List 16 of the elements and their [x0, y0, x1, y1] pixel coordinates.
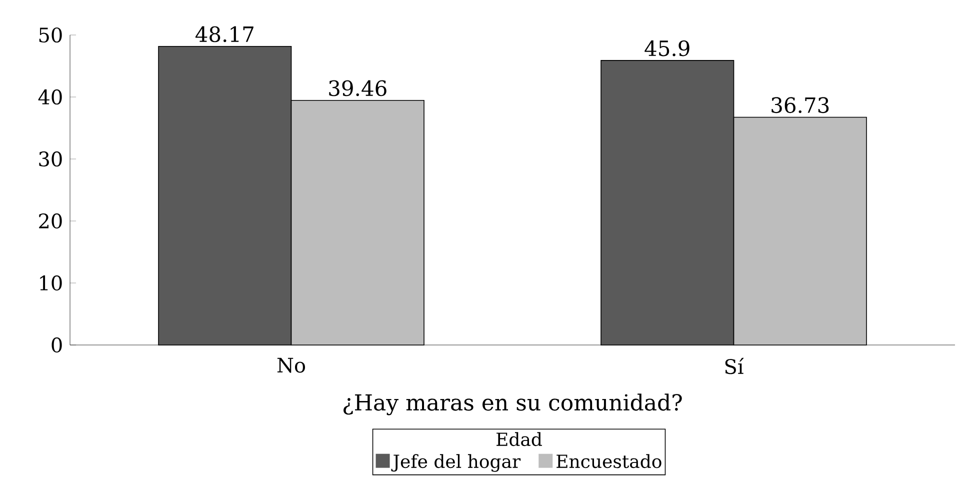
x-tick-label: Sí: [725, 358, 744, 374]
legend-label: Jefe del hogar: [391, 454, 521, 472]
legend-label: Encuestado: [556, 454, 662, 468]
y-tick-label: 20: [39, 213, 62, 229]
y-tick-label: 50: [39, 27, 62, 43]
y-tick-label: 30: [39, 151, 62, 167]
data-label: 45.9: [644, 40, 690, 56]
data-label: 39.46: [329, 80, 386, 96]
x-tick-label: No: [277, 358, 306, 373]
y-tick-label: 10: [40, 275, 62, 291]
legend-title: Edad: [496, 432, 542, 446]
y-tick-label: 0: [52, 337, 62, 353]
y-tick-label: 40: [38, 89, 62, 105]
data-label: 48.17: [195, 26, 254, 42]
data-label: 36.73: [772, 97, 829, 114]
x-axis-title: ¿Hay maras en su comunidad?: [344, 394, 682, 416]
